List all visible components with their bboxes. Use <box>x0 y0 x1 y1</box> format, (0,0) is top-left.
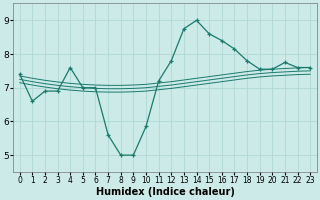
X-axis label: Humidex (Indice chaleur): Humidex (Indice chaleur) <box>96 187 234 197</box>
